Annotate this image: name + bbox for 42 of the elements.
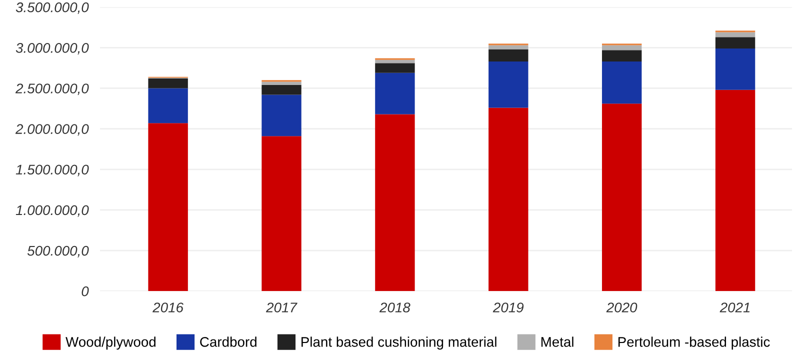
y-tick-label: 1.500.000,0 <box>16 164 89 176</box>
y-tick-label: 1.000.000,0 <box>16 205 89 217</box>
bar <box>375 114 415 292</box>
x-tick-label: 2016 <box>152 302 184 312</box>
bar <box>375 63 415 73</box>
legend-label: Wood/plywood <box>66 336 156 350</box>
bar <box>488 49 528 62</box>
x-tick-label: 2021 <box>720 302 750 312</box>
x-tick-label: 2017 <box>266 302 298 312</box>
legend-label: Pertoleum -based plastic <box>618 336 770 350</box>
bar <box>375 60 415 64</box>
bar <box>148 123 188 292</box>
bar <box>375 72 415 114</box>
bar <box>715 37 756 48</box>
bar <box>602 50 642 62</box>
bar <box>262 82 302 85</box>
x-tick-label: 2018 <box>379 302 410 312</box>
bar <box>488 108 528 292</box>
bar <box>602 104 642 292</box>
bar <box>602 45 642 50</box>
bar <box>715 90 756 292</box>
legend-label: Plant based cushioning material <box>302 336 496 350</box>
bar <box>262 84 302 95</box>
legend-label: Cardbord <box>200 336 256 347</box>
bar <box>602 61 642 104</box>
bar <box>715 32 756 38</box>
y-tick-label: 2.500.000,0 <box>15 84 89 96</box>
legend-label: Metal <box>541 336 574 347</box>
bar <box>148 78 188 88</box>
y-tick-label: 2.000.000,0 <box>15 124 89 136</box>
y-tick-label: 3.500.000,0 <box>16 2 89 14</box>
x-tick-label: 2020 <box>606 302 638 312</box>
bar <box>488 61 528 108</box>
y-tick-label: 3.000.000,0 <box>16 43 89 54</box>
y-tick-label: 500.000,0 <box>27 246 89 258</box>
x-tick-label: 2019 <box>492 302 524 312</box>
bar <box>262 136 302 292</box>
y-tick-label: 0 <box>82 286 89 296</box>
bar <box>488 45 528 50</box>
bar <box>148 88 188 124</box>
bar <box>262 94 302 136</box>
bar <box>715 48 756 90</box>
